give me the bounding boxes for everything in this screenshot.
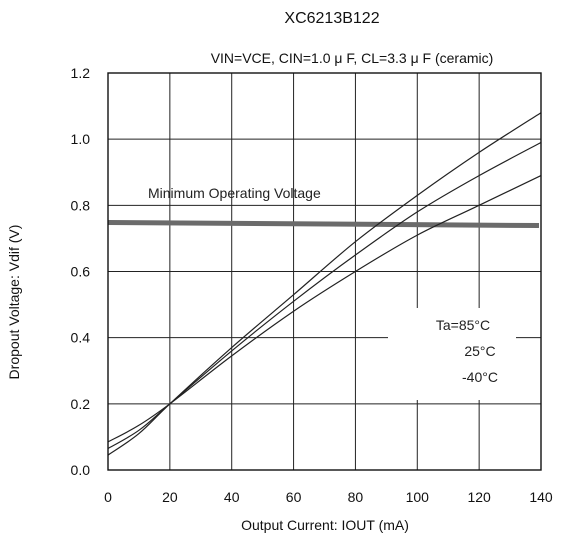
y-axis-label: Dropout Voltage: Vdif (V) — [6, 225, 22, 380]
y-tick-label: 0.6 — [71, 264, 91, 280]
tick-labels: 0 20 40 60 80 100 120 140 0.0 0.2 0.4 0.6 0.8 1.0 1.2 — [71, 65, 553, 505]
x-tick-label: 20 — [162, 489, 178, 505]
y-tick-label: 0.0 — [71, 462, 91, 478]
x-tick-label: 140 — [529, 489, 553, 505]
series-curves — [107, 112, 542, 456]
minimum-voltage-line — [107, 220, 540, 229]
y-tick-label: 1.0 — [71, 131, 91, 147]
x-tick-label: 100 — [406, 489, 430, 505]
x-tick-label: 120 — [467, 489, 491, 505]
series-line-1 — [107, 112, 542, 456]
series-line-2 — [107, 141, 542, 450]
legend-background — [388, 308, 516, 400]
temperature-legend: Ta=85°C 25°C -40°C — [388, 308, 516, 400]
plot-frame — [107, 72, 542, 471]
chart-title: XC6213B122 — [284, 10, 379, 27]
y-tick-label: 0.2 — [71, 396, 91, 412]
legend-line-85c: Ta=85°C — [436, 317, 490, 333]
x-tick-label: 80 — [348, 489, 364, 505]
grid-lines — [108, 73, 541, 470]
minimum-voltage-label: Minimum Operating Voltage — [148, 185, 321, 201]
x-tick-label: 0 — [104, 489, 112, 505]
legend-line-minus40c: -40°C — [462, 369, 498, 385]
legend-line-25c: 25°C — [464, 343, 495, 359]
x-tick-label: 40 — [224, 489, 240, 505]
y-tick-label: 0.4 — [71, 330, 91, 346]
x-tick-label: 60 — [286, 489, 302, 505]
y-tick-label: 1.2 — [71, 65, 91, 81]
chart-subtitle: VIN=VCE, CIN=1.0 μ F, CL=3.3 μ F (cerami… — [211, 50, 494, 66]
x-axis-label: Output Current: IOUT (mA) — [241, 517, 409, 533]
minimum-voltage-reference: Minimum Operating Voltage — [107, 185, 540, 229]
series-line-3 — [107, 175, 542, 443]
y-tick-label: 0.8 — [71, 197, 91, 213]
